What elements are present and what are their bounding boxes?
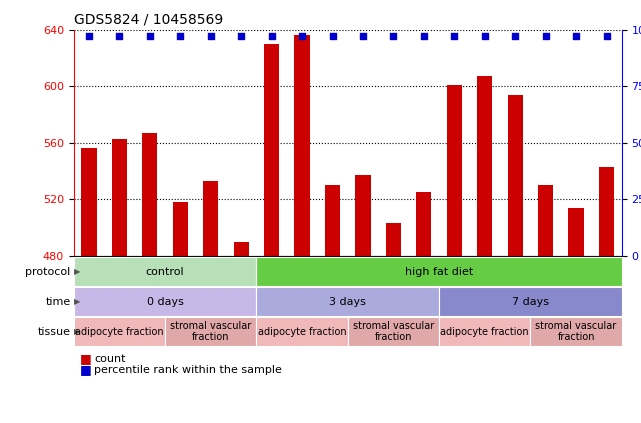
Point <box>236 33 246 40</box>
Bar <box>325 185 340 256</box>
Text: ▶: ▶ <box>74 327 81 336</box>
Bar <box>294 35 310 256</box>
Text: 0 days: 0 days <box>147 297 183 307</box>
Bar <box>81 148 97 256</box>
Text: adipocyte fraction: adipocyte fraction <box>75 327 163 337</box>
Bar <box>477 76 492 256</box>
Text: stromal vascular
fraction: stromal vascular fraction <box>170 321 251 343</box>
Point <box>388 33 399 40</box>
Bar <box>599 167 614 256</box>
Bar <box>355 175 370 256</box>
Point <box>267 33 277 40</box>
Point <box>328 33 338 40</box>
Text: high fat diet: high fat diet <box>405 266 473 277</box>
Bar <box>112 138 127 256</box>
Bar <box>416 192 431 256</box>
Bar <box>172 202 188 256</box>
Point <box>297 33 307 40</box>
Point <box>510 33 520 40</box>
Text: adipocyte fraction: adipocyte fraction <box>440 327 529 337</box>
Text: protocol: protocol <box>25 266 71 277</box>
Bar <box>386 223 401 256</box>
Bar <box>142 133 158 256</box>
Bar <box>569 208 584 256</box>
Text: adipocyte fraction: adipocyte fraction <box>258 327 346 337</box>
Text: ▶: ▶ <box>74 267 81 276</box>
Point <box>419 33 429 40</box>
Point <box>145 33 155 40</box>
Text: ■: ■ <box>80 363 92 376</box>
Point <box>206 33 216 40</box>
Bar <box>538 185 553 256</box>
Point <box>175 33 185 40</box>
Point <box>601 33 612 40</box>
Text: percentile rank within the sample: percentile rank within the sample <box>94 365 282 375</box>
Point <box>84 33 94 40</box>
Bar <box>447 85 462 256</box>
Text: control: control <box>146 266 185 277</box>
Point <box>114 33 124 40</box>
Text: ■: ■ <box>80 352 92 365</box>
Bar <box>508 95 523 256</box>
Text: tissue: tissue <box>38 327 71 337</box>
Point <box>449 33 460 40</box>
Text: GDS5824 / 10458569: GDS5824 / 10458569 <box>74 13 223 27</box>
Text: stromal vascular
fraction: stromal vascular fraction <box>535 321 617 343</box>
Bar <box>233 242 249 256</box>
Point <box>571 33 581 40</box>
Point <box>358 33 368 40</box>
Text: time: time <box>46 297 71 307</box>
Bar <box>203 181 219 256</box>
Bar <box>264 44 279 256</box>
Point <box>540 33 551 40</box>
Text: 7 days: 7 days <box>512 297 549 307</box>
Text: stromal vascular
fraction: stromal vascular fraction <box>353 321 434 343</box>
Point <box>479 33 490 40</box>
Text: ▶: ▶ <box>74 297 81 306</box>
Text: 3 days: 3 days <box>329 297 366 307</box>
Text: count: count <box>94 354 126 364</box>
